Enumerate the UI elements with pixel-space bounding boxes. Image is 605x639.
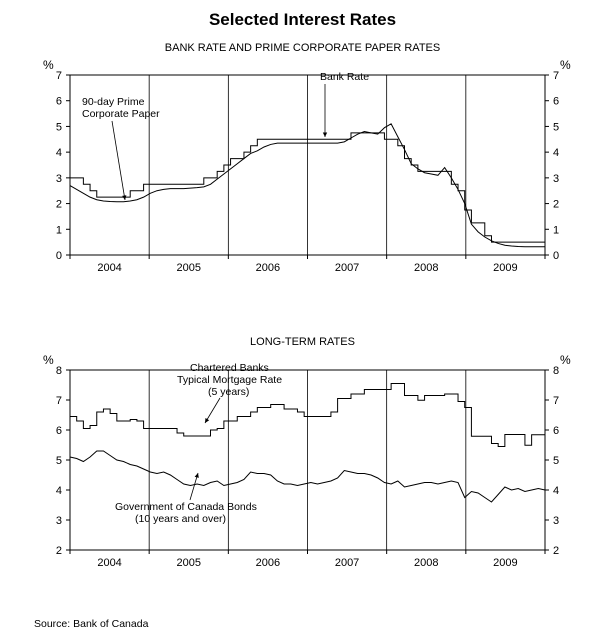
svg-text:(5 years): (5 years): [208, 386, 249, 398]
svg-text:2004: 2004: [97, 557, 121, 569]
svg-text:2: 2: [56, 545, 62, 557]
svg-text:%: %: [560, 353, 571, 367]
source-text: Source: Bank of Canada: [34, 618, 148, 630]
svg-text:5: 5: [553, 455, 559, 467]
svg-text:Chartered Banks: Chartered Banks: [190, 362, 269, 374]
svg-text:Typical Mortgage Rate: Typical Mortgage Rate: [177, 374, 282, 386]
svg-text:2005: 2005: [177, 557, 201, 569]
svg-text:8: 8: [56, 365, 62, 377]
panel-b-chart: %% 2 2 3 3 4 4 5 5 6 6 7 7 8 8 2004 2005 2006 2007 2008 2009…: [0, 0, 605, 620]
svg-text:2008: 2008: [414, 557, 438, 569]
svg-text:4: 4: [56, 485, 62, 497]
svg-text:%: %: [43, 353, 54, 367]
svg-text:2009: 2009: [493, 557, 517, 569]
svg-text:8: 8: [553, 365, 559, 377]
svg-text:6: 6: [553, 425, 559, 437]
svg-text:Government of Canada Bonds: Government of Canada Bonds: [115, 501, 257, 513]
svg-text:6: 6: [56, 425, 62, 437]
svg-text:2: 2: [553, 545, 559, 557]
svg-text:2006: 2006: [256, 557, 280, 569]
svg-text:(10 years and over): (10 years and over): [135, 513, 226, 525]
svg-text:4: 4: [553, 485, 559, 497]
page: { "title": "Selected Interest Rates", "t…: [0, 0, 605, 639]
svg-text:5: 5: [56, 455, 62, 467]
svg-text:2007: 2007: [335, 557, 359, 569]
svg-text:3: 3: [553, 515, 559, 527]
svg-text:7: 7: [553, 395, 559, 407]
svg-text:3: 3: [56, 515, 62, 527]
svg-text:7: 7: [56, 395, 62, 407]
